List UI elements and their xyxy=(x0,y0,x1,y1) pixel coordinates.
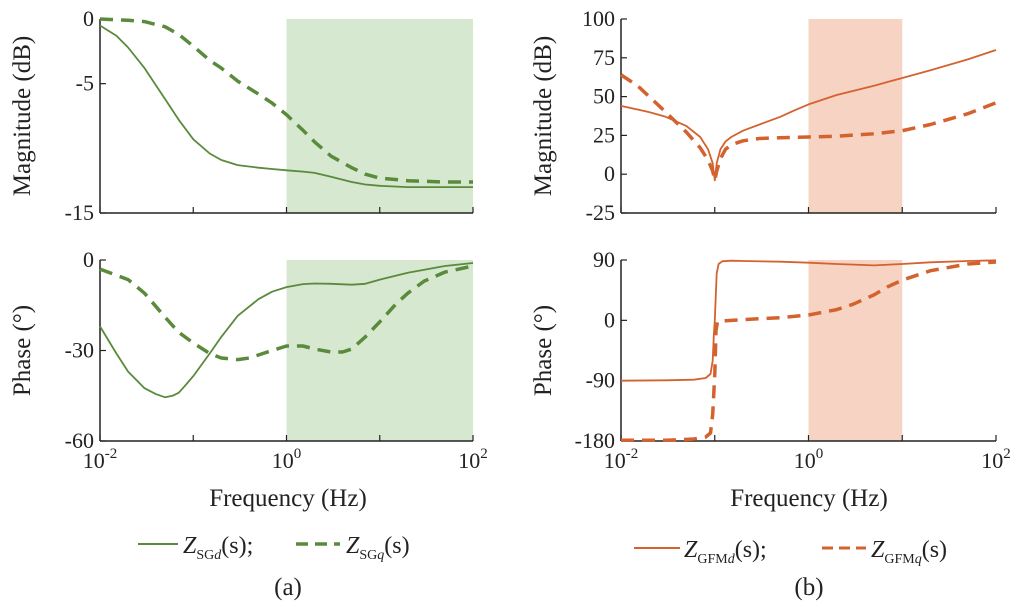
legend-a-q-main: Z xyxy=(346,533,360,559)
legend-a: ZSGd(s); ZSGq(s) xyxy=(138,533,410,563)
legend-b-d-label: ZGFMd(s); xyxy=(684,537,767,567)
series-line-q xyxy=(621,260,997,443)
x-tick-base: 10 xyxy=(604,448,626,473)
x-tick-base: 10 xyxy=(272,448,294,473)
y-axis-label: Phase (°) xyxy=(9,305,36,396)
x-tick-exponent: -2 xyxy=(626,446,639,462)
legend-a-q-suffix: (s) xyxy=(384,533,409,559)
legend-a-d-label: ZSGd(s); xyxy=(183,533,253,563)
x-tick-label: 102 xyxy=(981,446,1011,473)
series-line-q xyxy=(620,73,997,183)
legend-b-sep: ; xyxy=(760,537,767,563)
chart-a-mag: 0 -5 -15 Magnitude (dB) xyxy=(9,6,474,225)
y-tick-label: 25 xyxy=(593,122,615,147)
legend-b-d-main: Z xyxy=(684,537,698,563)
x-tick-base: 10 xyxy=(794,448,816,473)
x-tick-label: 102 xyxy=(458,446,488,473)
chart-b-mag: 100 75 50 25 0 -25 Magnitude (dB) xyxy=(530,6,997,225)
legend-b-q-main: Z xyxy=(871,537,885,563)
x-tick-label: 10-2 xyxy=(83,446,118,473)
x-tick-label: 100 xyxy=(794,446,824,473)
legend-b-q-subi: q xyxy=(915,552,922,567)
y-tick-label: -180 xyxy=(575,428,615,453)
series-line-d xyxy=(620,49,997,182)
y-tick-label: 50 xyxy=(593,84,615,109)
x-tick-base: 10 xyxy=(83,448,105,473)
x-tick-exponent: 0 xyxy=(294,446,302,462)
shaded-band xyxy=(808,19,903,213)
y-tick-label: 0 xyxy=(604,307,615,332)
legend-a-d-suffix: (s) xyxy=(221,533,246,559)
legend-b: ZGFMd(s); ZGFMq(s) xyxy=(634,537,947,567)
x-tick-label: 100 xyxy=(272,446,302,473)
series-line-q xyxy=(99,264,474,362)
y-tick-label: -5 xyxy=(76,71,94,96)
x-tick-base: 10 xyxy=(981,448,1003,473)
y-tick-label: 0 xyxy=(604,161,615,186)
x-tick-exponent: 0 xyxy=(816,446,824,462)
shaded-band xyxy=(286,260,473,441)
y-tick-label: -25 xyxy=(586,200,615,225)
y-tick-label: -30 xyxy=(65,338,94,363)
y-tick-label: -60 xyxy=(65,428,94,453)
shaded-band xyxy=(808,260,903,441)
x-tick-exponent: 2 xyxy=(1003,446,1011,462)
x-tick-exponent: -2 xyxy=(105,446,118,462)
y-axis-label: Magnitude (dB) xyxy=(530,36,557,196)
legend-a-q-label: ZSGq(s) xyxy=(346,533,410,563)
y-tick-label: 75 xyxy=(593,45,615,70)
legend-a-q-sub: SG xyxy=(359,548,377,563)
legend-a-d-main: Z xyxy=(183,533,197,559)
legend-a-q-subi: q xyxy=(377,548,384,563)
legend-b-d-suffix: (s) xyxy=(735,537,760,563)
caption-a: (a) xyxy=(274,574,302,601)
y-tick-label: 0 xyxy=(83,247,94,272)
x-axis-label-b: Frequency (Hz) xyxy=(730,485,888,512)
caption-b: (b) xyxy=(794,574,823,601)
series-line-q xyxy=(99,17,473,184)
legend-b-d-sub: GFM xyxy=(697,552,728,567)
legend-b-q-sub: GFM xyxy=(884,552,915,567)
y-tick-label: -15 xyxy=(65,200,94,225)
y-tick-label: 0 xyxy=(83,6,94,31)
series-line-d xyxy=(99,24,473,188)
legend-b-q-label: ZGFMq(s) xyxy=(871,537,947,567)
legend-a-sep: ; xyxy=(247,533,254,559)
x-axis-label-a: Frequency (Hz) xyxy=(209,485,367,512)
x-tick-base: 10 xyxy=(458,448,480,473)
shaded-band xyxy=(286,19,473,213)
y-axis-label: Magnitude (dB) xyxy=(9,36,36,196)
x-tick-label: 10-2 xyxy=(604,446,639,473)
series-line-d xyxy=(99,262,474,399)
y-tick-label: -90 xyxy=(586,368,615,393)
series-line-d xyxy=(620,259,997,382)
legend-a-d-subi: d xyxy=(214,548,222,563)
x-tick-exponent: 2 xyxy=(480,446,488,462)
y-tick-label: 100 xyxy=(582,6,615,31)
y-tick-label: 90 xyxy=(593,247,615,272)
legend-b-q-suffix: (s) xyxy=(922,537,947,563)
y-axis-label: Phase (°) xyxy=(530,305,557,396)
legend-a-d-sub: SG xyxy=(196,548,214,563)
legend-b-d-subi: d xyxy=(728,552,736,567)
